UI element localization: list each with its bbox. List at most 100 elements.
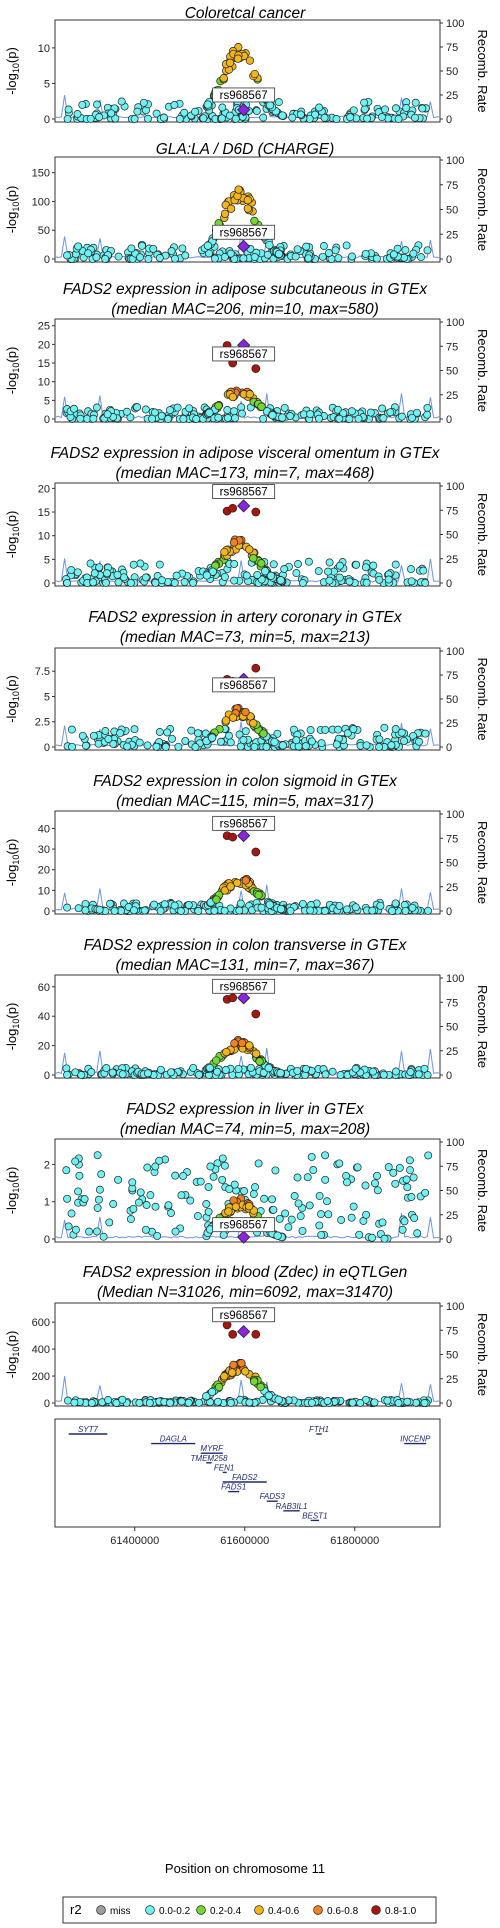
snp-point [418,104,427,113]
snp-point [362,741,371,750]
snp-point [168,734,176,743]
snp-point [257,903,266,912]
y-tick-label: 10 [38,377,50,389]
snp-point [85,1227,94,1236]
recomb-tick-label: 50 [446,66,458,78]
snp-point [126,1215,135,1224]
snp-point [226,204,236,213]
snp-point [140,906,149,915]
snp-point [226,738,235,747]
snp-point [159,113,168,122]
snp-point [360,105,369,114]
snp-point [348,1398,357,1407]
snp-point [151,1202,160,1211]
snp-point [114,578,123,587]
gene-label: FADS2 [232,1473,258,1482]
snp-point [189,578,197,587]
snp-point [410,1214,419,1222]
legend-label: 0.4-0.6 [268,1906,300,1917]
snp-point [171,1227,180,1236]
panel-title: FADS2 expression in adipose visceral ome… [50,445,440,462]
snp-point [387,741,396,750]
snp-point [269,560,278,569]
snp-point [250,253,259,261]
snp-point [226,1398,235,1407]
snp-point [423,1071,432,1079]
snp-point [237,1359,246,1368]
snp-point [379,414,388,423]
snp-point [68,742,77,751]
panel-title: FADS2 expression in blood (Zdec) in eQTL… [83,1264,408,1281]
snp-point [226,249,235,258]
snp-point [250,216,259,226]
snp-point [171,254,179,263]
snp-point [368,906,377,915]
snp-point [237,1038,247,1048]
snp-point [252,1049,261,1058]
snp-point [223,414,232,422]
snp-point [220,1372,229,1381]
lead-snp-marker [237,499,251,513]
snp-point [423,403,432,412]
y-tick-label: 5 [44,395,50,407]
lead-snp-label-box [212,1217,276,1233]
snp-point [195,1398,203,1407]
snp-point [97,1170,106,1179]
gene-label: FADS1 [221,1483,246,1492]
snp-point [105,1218,114,1227]
y-tick-label: 0 [44,114,50,126]
snp-point [67,1209,76,1218]
lead-snp-label: rs968567 [220,227,268,239]
y-tick-label: 5 [44,554,50,566]
snp-point [405,1156,414,1165]
snp-point [203,241,213,250]
legend-label: 0.2-0.4 [210,1906,242,1917]
snp-point [64,105,73,114]
snp-point [89,414,98,423]
recomb-tick-label: 100 [446,317,464,329]
legend-swatch [96,1905,106,1915]
snp-point [384,1163,393,1172]
legend-swatch [254,1905,264,1915]
snp-point [362,578,371,587]
snp-point [391,1179,400,1188]
snp-point [94,1195,103,1204]
snp-point [240,1187,249,1195]
lead-snp-marker [237,1325,251,1339]
snp-point [222,1047,231,1057]
snp-point [375,575,384,584]
snp-point [205,1063,214,1073]
recomb-tick-label: 50 [446,858,458,870]
gene-track-frame [54,1418,441,1528]
snp-point [412,408,421,417]
snp-point [63,579,72,587]
snp-point [287,1215,296,1224]
snp-point [257,559,266,568]
y-tick-label: 40 [38,823,50,835]
lead-snp-label: rs968567 [220,680,268,692]
snp-point [218,1175,227,1184]
snp-point [118,1070,127,1079]
snp-point [275,1214,284,1223]
y-tick-label: 25 [38,321,50,333]
snp-point [323,1197,331,1206]
snp-point [321,1070,330,1079]
snp-point [403,1397,412,1406]
snp-point [249,1377,259,1386]
panel-title: Coloretcal cancer [185,5,306,22]
snp-point [415,737,423,746]
recomb-tick-label: 25 [446,718,458,730]
panel-subtitle: (median MAC=73, min=5, max=213) [120,629,370,646]
snp-point [62,1166,71,1175]
recomb-tick-label: 0 [446,906,452,918]
lead-snp-label-box [212,484,276,499]
snp-point [220,547,229,557]
lead-snp-label-box [212,1307,276,1323]
snp-point [303,1173,312,1182]
snp-point [241,1367,250,1376]
snp-point [293,245,302,254]
snp-point [293,1173,302,1182]
snp-point [145,1398,154,1407]
recomb-axis-label: Recomb. Rate [475,29,490,112]
snp-point [293,1066,302,1075]
